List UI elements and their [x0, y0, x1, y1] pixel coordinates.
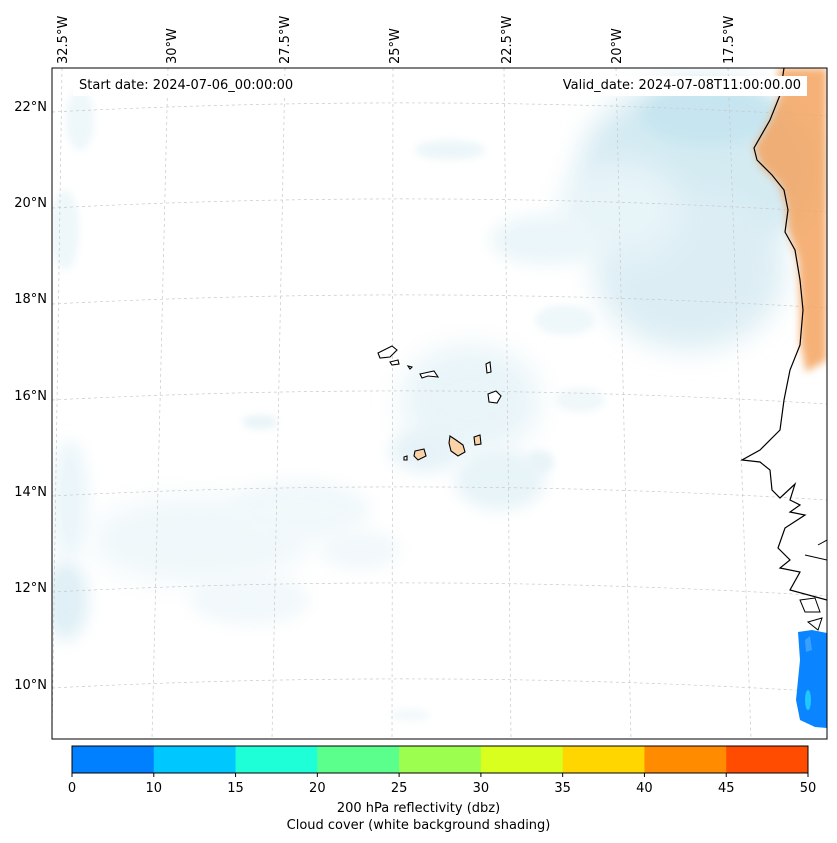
colorbar-cell — [72, 746, 155, 773]
lat-label: 16°N — [14, 389, 47, 404]
colorbar — [71, 745, 809, 777]
lon-label: 22.5°W — [500, 16, 515, 64]
lon-label: 30°W — [165, 28, 180, 64]
lat-label: 20°N — [14, 196, 47, 211]
colorbar-tick-label: 20 — [309, 781, 326, 796]
colorbar-tick-label: 45 — [717, 781, 735, 796]
lat-label: 14°N — [14, 485, 47, 500]
colorbar-tick-label: 0 — [67, 781, 77, 796]
colorbar-label: 200 hPa reflectivity (dbz) — [336, 801, 501, 816]
lon-label: 25°W — [388, 28, 403, 64]
colorbar-tick-label: 25 — [390, 781, 408, 796]
start-date-label: Start date: 2024-07-06_00:00:00 — [73, 76, 300, 96]
lon-label: 17.5°W — [722, 16, 737, 64]
reflectivity-patch — [796, 630, 827, 728]
lat-label: 12°N — [14, 581, 47, 596]
colorbar-cell — [562, 746, 645, 773]
colorbar-cell — [399, 746, 482, 773]
colorbar-tick-label: 15 — [227, 781, 244, 796]
colorbar-tick-label: 10 — [145, 781, 163, 796]
colorbar-cell — [480, 746, 564, 773]
colorbar-cell — [317, 746, 400, 773]
lon-label: 20°W — [610, 28, 625, 64]
colorbar-cell — [153, 746, 237, 773]
latitude-labels: 22°N 20°N 18°N 16°N 14°N 12°N 10°N — [14, 100, 47, 693]
cape-verde-islands — [377, 345, 502, 461]
lat-label: 18°N — [14, 292, 47, 307]
map-frame — [51, 67, 828, 740]
colorbar-tick-label: 50 — [799, 781, 817, 796]
lat-label: 10°N — [14, 678, 47, 693]
longitude-labels: 32.5°W 30°W 27.5°W 25°W 22.5°W 20°W 17.5… — [56, 16, 737, 64]
lat-label: 22°N — [14, 100, 47, 115]
colorbar-cell — [644, 746, 727, 773]
colorbar-cell — [235, 746, 318, 773]
colorbar-cell — [726, 746, 809, 773]
graticule-gridlines — [52, 68, 827, 739]
lon-label: 27.5°W — [278, 16, 293, 64]
colorbar-tick-label: 40 — [636, 781, 653, 796]
colorbar-tick-label: 35 — [554, 781, 571, 796]
lon-label: 32.5°W — [56, 16, 71, 64]
colorbar-sublabel: Cloud cover (white background shading) — [286, 818, 551, 833]
colorbar-tick-label: 30 — [472, 781, 490, 796]
africa-coast — [740, 68, 827, 631]
cloud-cover-shading — [52, 80, 820, 721]
valid-date-label: Valid_date: 2024-07-08T11:00:00.00 — [556, 76, 807, 96]
map-area — [52, 68, 827, 739]
